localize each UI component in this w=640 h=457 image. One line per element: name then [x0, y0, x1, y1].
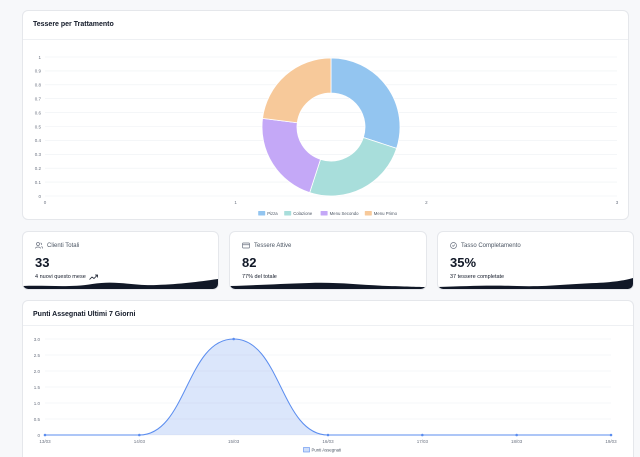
legend-label: Punti Assegnati	[312, 447, 342, 452]
x-tick-label: 3	[616, 200, 619, 205]
stat-label-clients: Clienti Totali	[47, 242, 80, 249]
stat-sub-active-cards: 77% del totale	[242, 274, 277, 280]
y-tick-label: 0.9	[35, 69, 42, 74]
y-tick-label: 1	[38, 55, 41, 60]
y-tick-label: 0.1	[35, 180, 42, 185]
x-tick-label: 1	[234, 200, 237, 205]
legend-swatch	[258, 211, 266, 216]
stat-card-active-cards: Tessere Attive 82 77% del totale	[229, 231, 427, 290]
x-tick-label: 0	[44, 200, 47, 205]
users-icon	[35, 242, 43, 249]
x-tick-label: 15/03	[228, 439, 240, 444]
x-tick-label: 17/03	[417, 439, 429, 444]
legend-swatch	[320, 211, 328, 216]
y-tick-label: 0.6	[35, 110, 42, 115]
donut-slice-colazione	[309, 137, 398, 197]
stat-value-completion: 35%	[450, 255, 477, 270]
series-line	[45, 338, 611, 436]
stat-value-active-cards: 82	[242, 255, 257, 270]
legend-swatch	[303, 447, 310, 453]
x-tick-label: 19/03	[605, 439, 617, 444]
stat-wave-decoration	[23, 279, 218, 289]
treatments-donut-chart: 1 0.9 0.8 0.7 0.6 0.5 0.4 0.3 0.2 0.1 00 1 2 3 Pizza Co…	[35, 55, 619, 216]
points-area-chart: 3.0 2.5 2.0 1.5 1.0 0.5 013/03 14/03 15/03 16/03 1…	[34, 337, 617, 453]
legend-label: Colazione	[293, 211, 313, 216]
stat-wave-decoration	[438, 278, 633, 289]
data-point	[515, 433, 518, 437]
x-tick-label: 13/03	[39, 439, 51, 444]
treatments-chart-title: Tessere per Trattamento	[33, 21, 114, 28]
check-circle-icon	[450, 242, 457, 249]
data-point	[421, 433, 424, 437]
stat-card-completion-rate: Tasso Completamento 35% 37 tessere compl…	[437, 231, 634, 290]
stat-wave-decoration	[230, 282, 426, 289]
area-fill	[45, 339, 611, 435]
stat-sub-clients: 4 nuovi questo mese	[35, 274, 86, 280]
x-tick-label: 16/03	[322, 439, 334, 444]
data-point	[138, 433, 141, 437]
data-point	[609, 433, 613, 437]
data-point	[43, 433, 47, 437]
card-icon	[242, 242, 250, 249]
stat-label-completion: Tasso Completamento	[461, 242, 521, 249]
y-tick-label: 2.5	[34, 353, 41, 358]
y-tick-label: 0.5	[34, 417, 41, 422]
y-tick-label: 0.2	[35, 166, 42, 171]
y-tick-label: 0	[37, 433, 40, 438]
y-tick-label: 0.3	[35, 152, 42, 157]
x-tick-label: 14/03	[134, 439, 146, 444]
legend-label: Menu Secondo	[330, 211, 360, 216]
stat-value-clients: 33	[35, 255, 50, 270]
x-tick-label: 2	[425, 200, 428, 205]
stat-label-active-cards: Tessere Attive	[254, 242, 292, 249]
treatments-chart-card: Tessere per Trattamento 1 0.9 0.8 0.7 0.6 0.5…	[22, 10, 629, 220]
data-point	[326, 433, 330, 437]
y-tick-label: 3.0	[34, 337, 41, 342]
donut-slice-pizza	[330, 57, 401, 149]
y-tick-label: 0	[38, 194, 41, 199]
y-tick-label: 1.0	[34, 401, 41, 406]
stat-sub-completion: 37 tessere completate	[450, 274, 505, 280]
trending-up-icon	[88, 274, 98, 280]
legend-label: Menu Primo	[374, 211, 398, 216]
y-tick-label: 0.4	[35, 138, 42, 143]
legend-swatch	[284, 211, 292, 216]
points-chart-card: Punti Assegnati Ultimi 7 Giorni 3.0 2.5 2.…	[22, 300, 634, 457]
stat-card-clients: Clienti Totali 33 4 nuovi questo mese	[22, 231, 219, 290]
points-chart-title: Punti Assegnati Ultimi 7 Giorni	[33, 311, 136, 318]
card-divider	[23, 325, 633, 326]
x-tick-label: 18/03	[511, 439, 523, 444]
y-tick-label: 0.5	[35, 124, 42, 129]
y-tick-label: 0.7	[35, 97, 42, 102]
donut-slice-menu-primo	[262, 57, 332, 124]
legend-label: Pizza	[267, 211, 278, 216]
y-tick-label: 1.5	[34, 385, 41, 390]
y-tick-label: 2.0	[34, 369, 41, 374]
donut-slice-menu-secondo	[261, 117, 321, 194]
y-tick-label: 0.8	[35, 83, 42, 88]
legend-swatch	[364, 211, 372, 216]
data-point	[232, 337, 235, 341]
card-divider	[23, 39, 628, 40]
